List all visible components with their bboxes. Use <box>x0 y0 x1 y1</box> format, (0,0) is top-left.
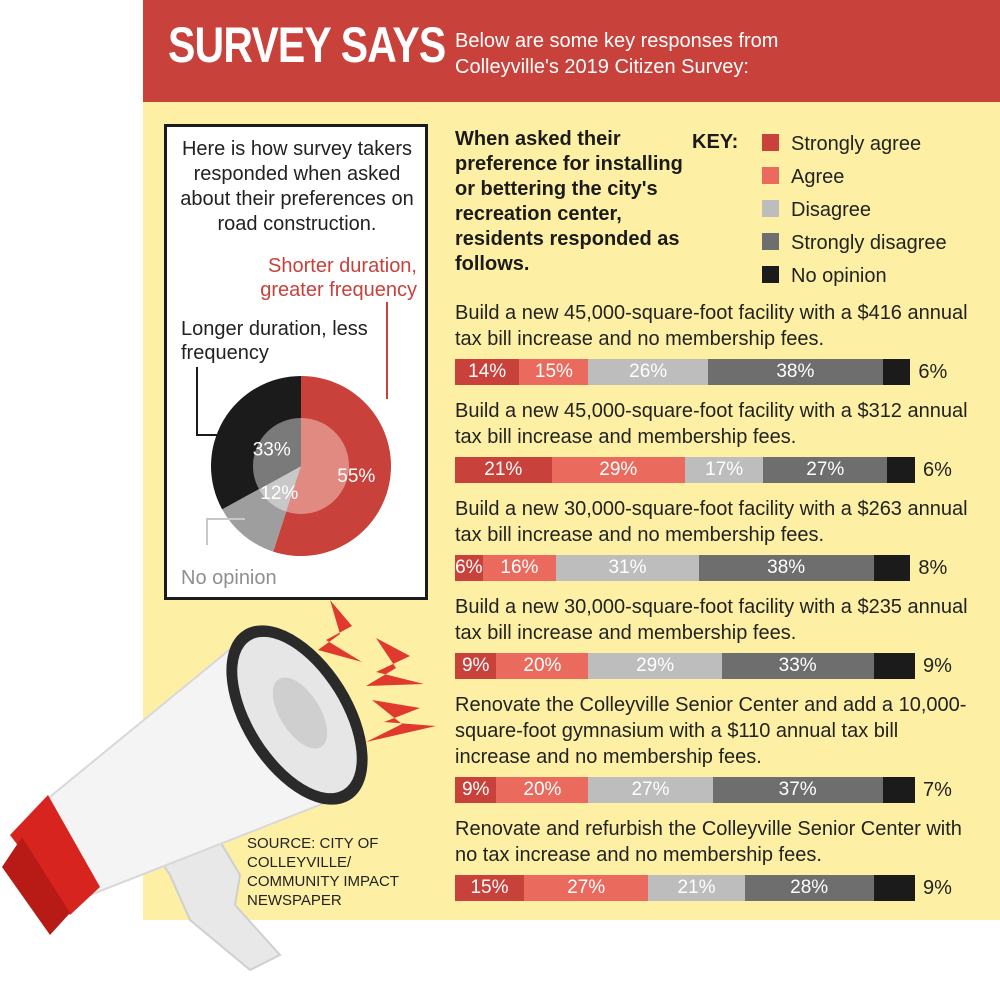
stacked-bar: 14% 15% 26% 38% <box>455 359 911 385</box>
bar-no-opinion-label: 6% <box>923 459 952 481</box>
legend-label: Strongly disagree <box>791 232 947 254</box>
question-intro: When asked their preference for installi… <box>455 128 683 275</box>
bar-no-opinion-label: 9% <box>923 877 952 899</box>
pie-value-label: 33% <box>253 440 291 461</box>
legend-label: Strongly agree <box>791 133 922 155</box>
pie-label-shorter: Shorter duration, greater frequency <box>260 255 417 301</box>
bar-segment-label: 29% <box>588 653 722 679</box>
bar-segment <box>873 875 915 901</box>
legend-swatch <box>762 200 779 217</box>
pie-chart: 55% 12% 33% <box>196 302 391 556</box>
leader-line <box>196 367 227 436</box>
stacked-bar: 6% 16% 31% 38% <box>455 555 911 581</box>
source-credit: SOURCE: CITY OF COLLEYVILLE/ COMMUNITY I… <box>247 835 399 909</box>
bar-segment <box>882 777 915 803</box>
pie-label-longer: Longer duration, less frequency <box>181 318 368 364</box>
legend-label: Agree <box>791 166 845 188</box>
pie-value-label: 55% <box>337 466 375 487</box>
bar-segment-label: 38% <box>707 359 883 385</box>
page-title: SURVEY SAYS <box>168 17 446 73</box>
page-subtitle: Below are some key responses from Colley… <box>455 30 779 78</box>
bar-segment-label: 6% <box>455 555 483 581</box>
bar-segment-label: 26% <box>588 359 708 385</box>
pie-intro-text: Here is how survey takers responded when… <box>180 138 414 235</box>
bar-no-opinion-label: 8% <box>918 557 948 579</box>
pie-value-label: 12% <box>260 483 298 504</box>
key-title: KEY: <box>692 131 739 153</box>
stacked-bar: 15% 27% 21% 28% <box>455 875 915 901</box>
pie-slice-inner <box>252 418 301 490</box>
bar-no-opinion-label: 9% <box>923 655 952 677</box>
legend-label: Disagree <box>791 199 872 221</box>
bar-segment-label: 38% <box>698 555 874 581</box>
legend-item: Strongly disagree <box>762 232 947 254</box>
bar-no-opinion-label: 7% <box>923 779 952 801</box>
stacked-bar: 9% 20% 29% 33% <box>455 653 915 679</box>
legend-item: No opinion <box>762 265 887 287</box>
legend-swatch <box>762 134 779 151</box>
leader-line <box>206 518 245 545</box>
bar-segment-label: 29% <box>551 457 685 483</box>
pie-chart-box: Here is how survey takers responded when… <box>164 124 428 600</box>
pie-slice-inner <box>286 418 349 514</box>
bar-segment-label: 21% <box>455 457 552 483</box>
bar-segment-label: 20% <box>496 653 589 679</box>
question-text: Build a new 45,000-square-foot facility … <box>455 400 968 448</box>
stacked-bar: 9% 20% 27% 37% <box>455 777 915 803</box>
bar-segment-label: 28% <box>744 875 874 901</box>
bar-segment-label: 37% <box>712 777 883 803</box>
bar-segment-label: 27% <box>588 777 713 803</box>
question-text: Build a new 45,000-square-foot facility … <box>455 302 968 350</box>
bar-segment-label: 16% <box>482 555 557 581</box>
legend-swatch <box>762 266 779 283</box>
bar-segment-label: 15% <box>519 359 589 385</box>
legend-label: No opinion <box>791 265 887 287</box>
legend-item: Agree <box>762 166 844 188</box>
bar-segment-label: 31% <box>556 555 699 581</box>
bar-segment-label: 9% <box>455 777 497 803</box>
legend-item: Disagree <box>762 199 871 221</box>
bar-segment-label: 14% <box>455 359 520 385</box>
header-bar <box>143 0 1000 102</box>
bar-segment <box>887 457 915 483</box>
bar-segment-label: 27% <box>524 875 649 901</box>
bar-segment-label: 21% <box>648 875 745 901</box>
pie-label-no-opinion: No opinion <box>181 567 277 589</box>
legend-item: Strongly agree <box>762 133 921 155</box>
question-text: Build a new 30,000-square-foot facility … <box>455 498 968 546</box>
question-text: Renovate and refurbish the Colleyville S… <box>455 818 962 866</box>
bar-segment-label: 9% <box>455 653 497 679</box>
bar-no-opinion-label: 6% <box>918 361 948 383</box>
pie-slice-inner <box>258 466 301 512</box>
question-text: Renovate the Colleyville Senior Center a… <box>455 694 967 768</box>
bar-segment <box>882 359 911 385</box>
bar-segment <box>873 555 911 581</box>
question-text: Build a new 30,000-square-foot facility … <box>455 596 968 644</box>
bar-segment-label: 15% <box>455 875 524 901</box>
legend-swatch <box>762 233 779 250</box>
megaphone-icon <box>2 600 436 972</box>
stacked-bar: 21% 29% 17% 27% <box>455 457 915 483</box>
bar-segment-label: 27% <box>763 457 888 483</box>
bar-segment-label: 17% <box>684 457 764 483</box>
bar-segment-label: 20% <box>496 777 589 803</box>
bar-segment-label: 33% <box>721 653 874 679</box>
bar-segment <box>873 653 915 679</box>
legend-swatch <box>762 167 779 184</box>
